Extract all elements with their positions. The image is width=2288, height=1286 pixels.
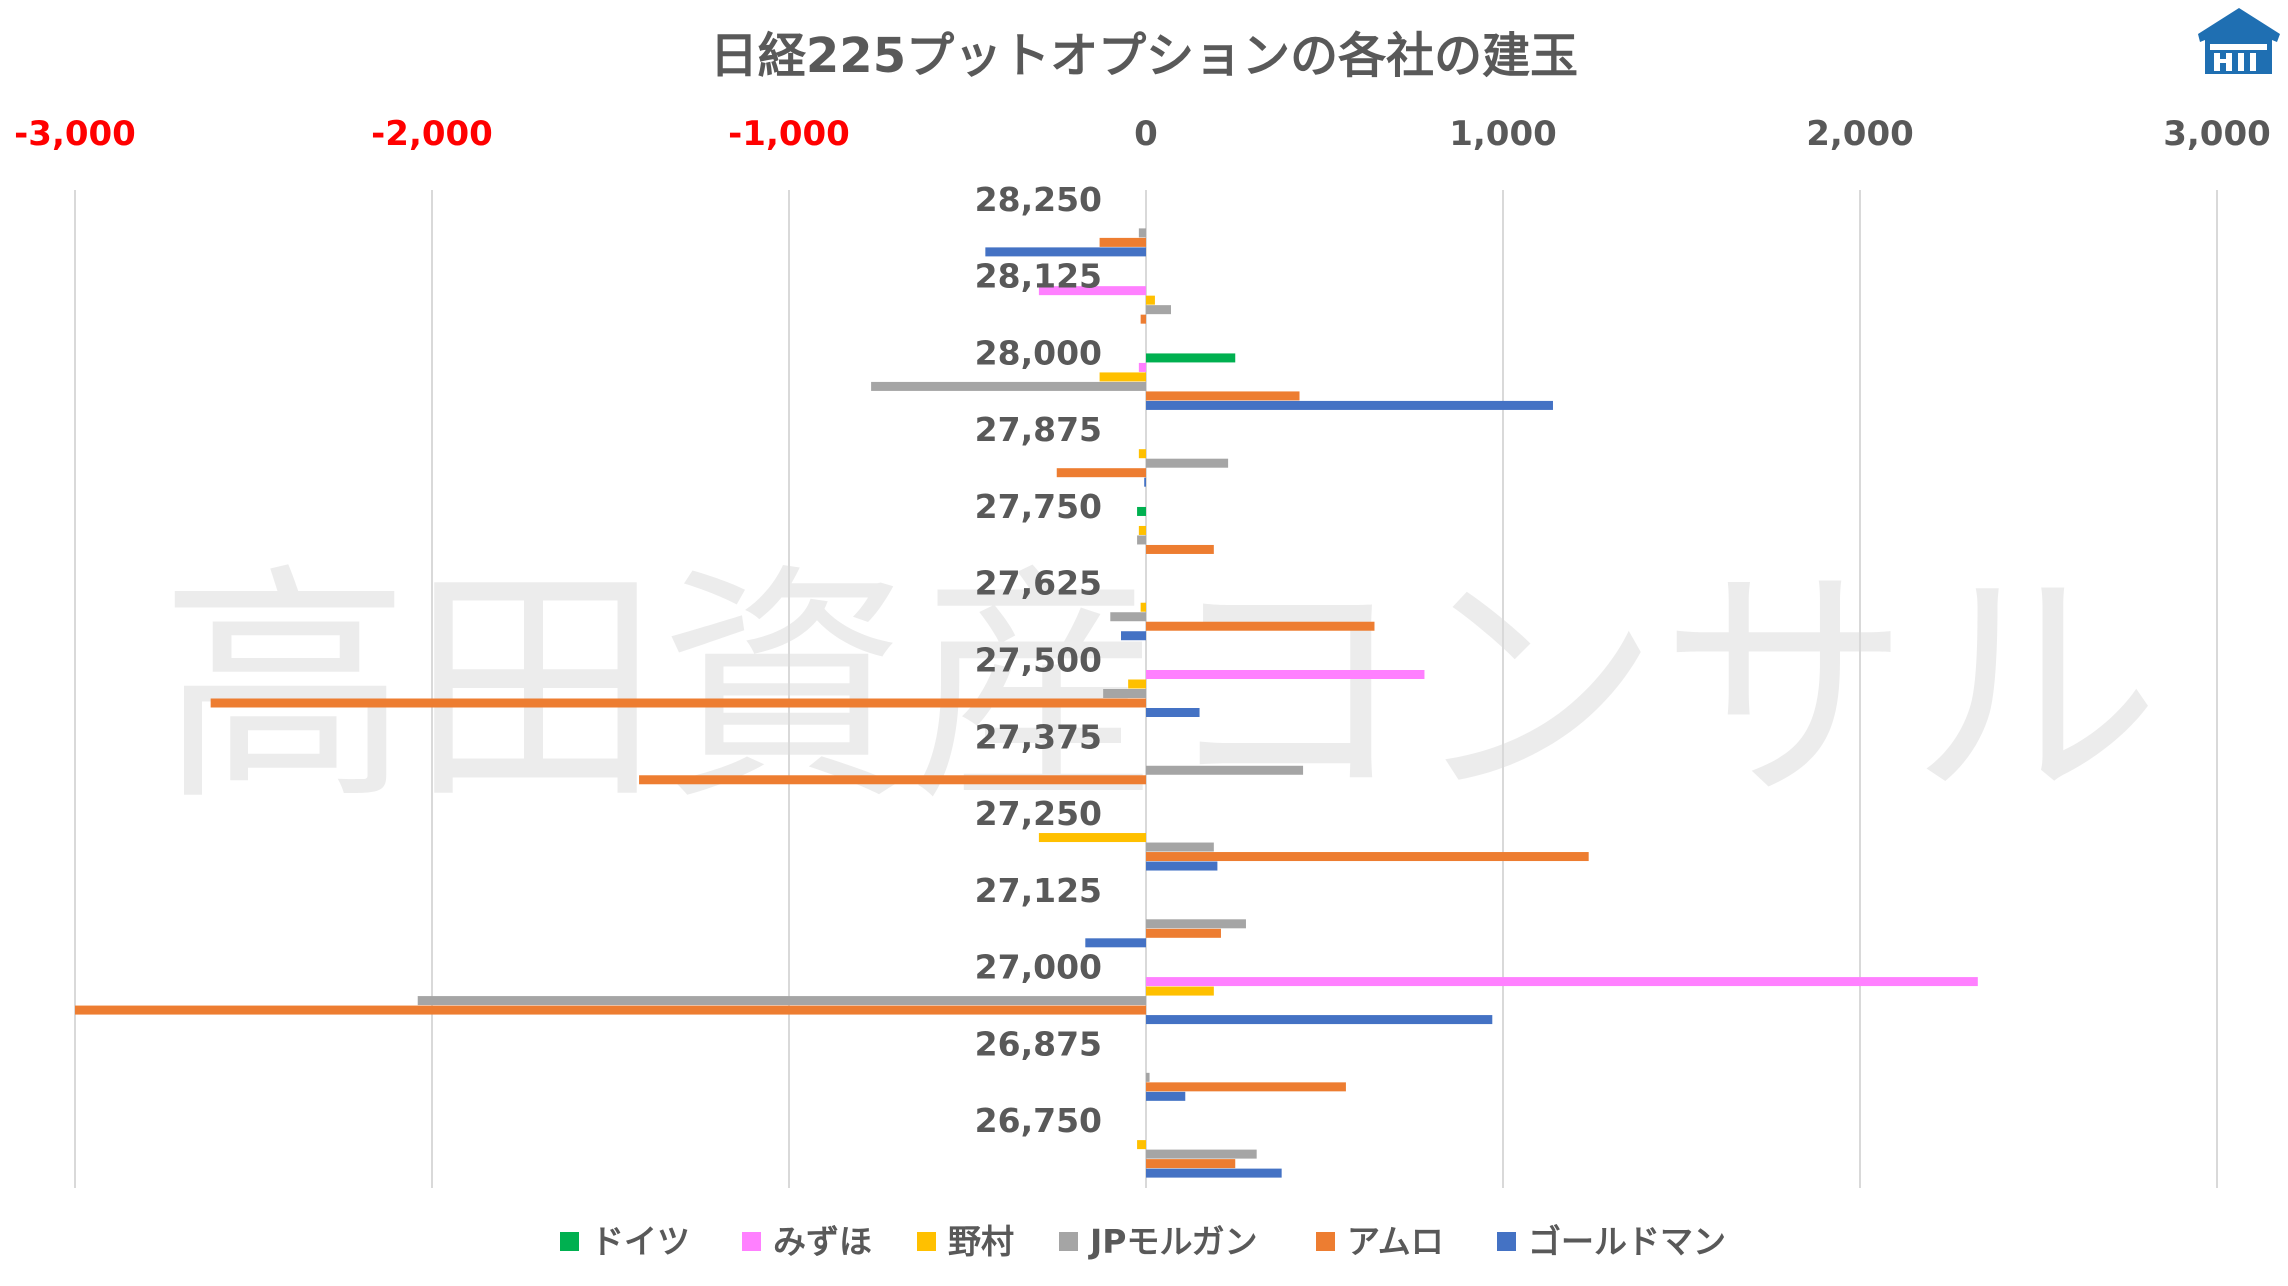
bar bbox=[1138, 228, 1146, 238]
x-tick-label: 3,000 bbox=[2163, 114, 2271, 154]
bar bbox=[1146, 842, 1214, 852]
bar bbox=[1137, 1140, 1146, 1150]
category-label: 28,250 bbox=[975, 180, 1102, 219]
category-label: 27,750 bbox=[975, 487, 1102, 526]
legend-swatch bbox=[560, 1232, 579, 1251]
category-label: 27,000 bbox=[975, 948, 1102, 987]
legend-label: みずほ bbox=[773, 1222, 872, 1261]
category-label: 27,625 bbox=[975, 564, 1102, 603]
category-label: 27,125 bbox=[975, 871, 1102, 910]
x-tick-label: 1,000 bbox=[1449, 114, 1557, 154]
category-label: 28,000 bbox=[975, 333, 1102, 372]
bar bbox=[1128, 679, 1146, 689]
category-label: 28,125 bbox=[975, 257, 1102, 296]
bars bbox=[75, 228, 1978, 1178]
legend-label: JPモルガン bbox=[1088, 1222, 1257, 1261]
category-label: 27,875 bbox=[975, 410, 1102, 449]
bar bbox=[1144, 477, 1146, 487]
bar bbox=[1146, 353, 1236, 363]
bar bbox=[1146, 400, 1553, 410]
bar bbox=[1138, 362, 1146, 372]
bar bbox=[1146, 458, 1229, 468]
bar bbox=[1146, 1149, 1257, 1159]
bar bbox=[1138, 449, 1146, 459]
bar bbox=[1146, 391, 1300, 401]
category-labels: 28,250 28,125 28,000 27,875 27,750 27,625 27,5… bbox=[975, 180, 1102, 1140]
legend: ドイツ みずほ 野村 JPモルガン アムロ ゴールドマン bbox=[560, 1222, 1726, 1261]
bar bbox=[1038, 833, 1146, 843]
legend-swatch bbox=[1059, 1232, 1078, 1251]
legend-label: ドイツ bbox=[591, 1222, 690, 1261]
bar bbox=[1146, 1082, 1346, 1092]
bar bbox=[210, 698, 1146, 708]
bar bbox=[1146, 765, 1304, 775]
bar bbox=[1146, 928, 1221, 938]
bar bbox=[1103, 689, 1146, 698]
bar bbox=[1146, 1091, 1186, 1101]
bar bbox=[1085, 938, 1146, 948]
legend-swatch bbox=[917, 1232, 936, 1251]
bar bbox=[871, 381, 1146, 391]
bar bbox=[1110, 612, 1146, 622]
legend-label: 野村 bbox=[948, 1222, 1014, 1261]
bar bbox=[1146, 1015, 1493, 1025]
x-tick-label: -2,000 bbox=[371, 114, 493, 154]
x-tick-label: -3,000 bbox=[14, 114, 136, 154]
bar bbox=[985, 247, 1146, 257]
bar bbox=[1099, 237, 1146, 247]
x-tick-label: 2,000 bbox=[1806, 114, 1914, 154]
bar bbox=[1146, 708, 1200, 717]
bar bbox=[1140, 602, 1146, 612]
legend-label: ゴールドマン bbox=[1528, 1222, 1726, 1261]
category-label: 27,500 bbox=[975, 641, 1102, 680]
bar bbox=[1146, 852, 1589, 862]
legend-swatch bbox=[1316, 1232, 1335, 1251]
chart-title: 日経225プットオプションの各社の建玉 bbox=[710, 28, 1578, 84]
bar bbox=[1146, 861, 1218, 871]
x-tick-label: -1,000 bbox=[728, 114, 850, 154]
x-tick-label: 0 bbox=[1134, 114, 1158, 154]
bar bbox=[1146, 295, 1155, 305]
bar bbox=[1146, 621, 1375, 631]
bar bbox=[1146, 670, 1425, 679]
bar bbox=[1138, 525, 1146, 535]
bar bbox=[75, 1005, 1146, 1015]
legend-label: アムロ bbox=[1347, 1222, 1444, 1261]
category-label: 26,750 bbox=[975, 1101, 1102, 1140]
bar bbox=[1146, 986, 1214, 996]
bar bbox=[1137, 506, 1146, 516]
bar bbox=[1056, 468, 1146, 478]
bar bbox=[1121, 631, 1146, 641]
bar bbox=[1146, 977, 1978, 987]
bar bbox=[1146, 1159, 1236, 1169]
bar bbox=[1099, 372, 1146, 382]
category-label: 26,875 bbox=[975, 1024, 1102, 1063]
bar bbox=[1146, 1072, 1150, 1082]
bar bbox=[639, 775, 1146, 785]
bar bbox=[1146, 1168, 1282, 1178]
bar bbox=[1140, 314, 1146, 324]
bar bbox=[1146, 305, 1171, 315]
bar bbox=[1038, 286, 1146, 296]
category-label: 27,375 bbox=[975, 717, 1102, 756]
bar bbox=[417, 996, 1147, 1006]
bar bbox=[1146, 544, 1214, 554]
legend-swatch bbox=[742, 1232, 761, 1251]
x-axis-ticks: -3,000 -2,000 -1,000 0 1,000 2,000 3,000 bbox=[14, 114, 2271, 154]
legend-swatch bbox=[1497, 1232, 1516, 1251]
logo-icon bbox=[2198, 8, 2280, 74]
category-label: 27,250 bbox=[975, 794, 1102, 833]
bar bbox=[1146, 919, 1246, 929]
watermark-text: 高田資産コンサル bbox=[160, 543, 2160, 834]
bar bbox=[1137, 535, 1146, 545]
